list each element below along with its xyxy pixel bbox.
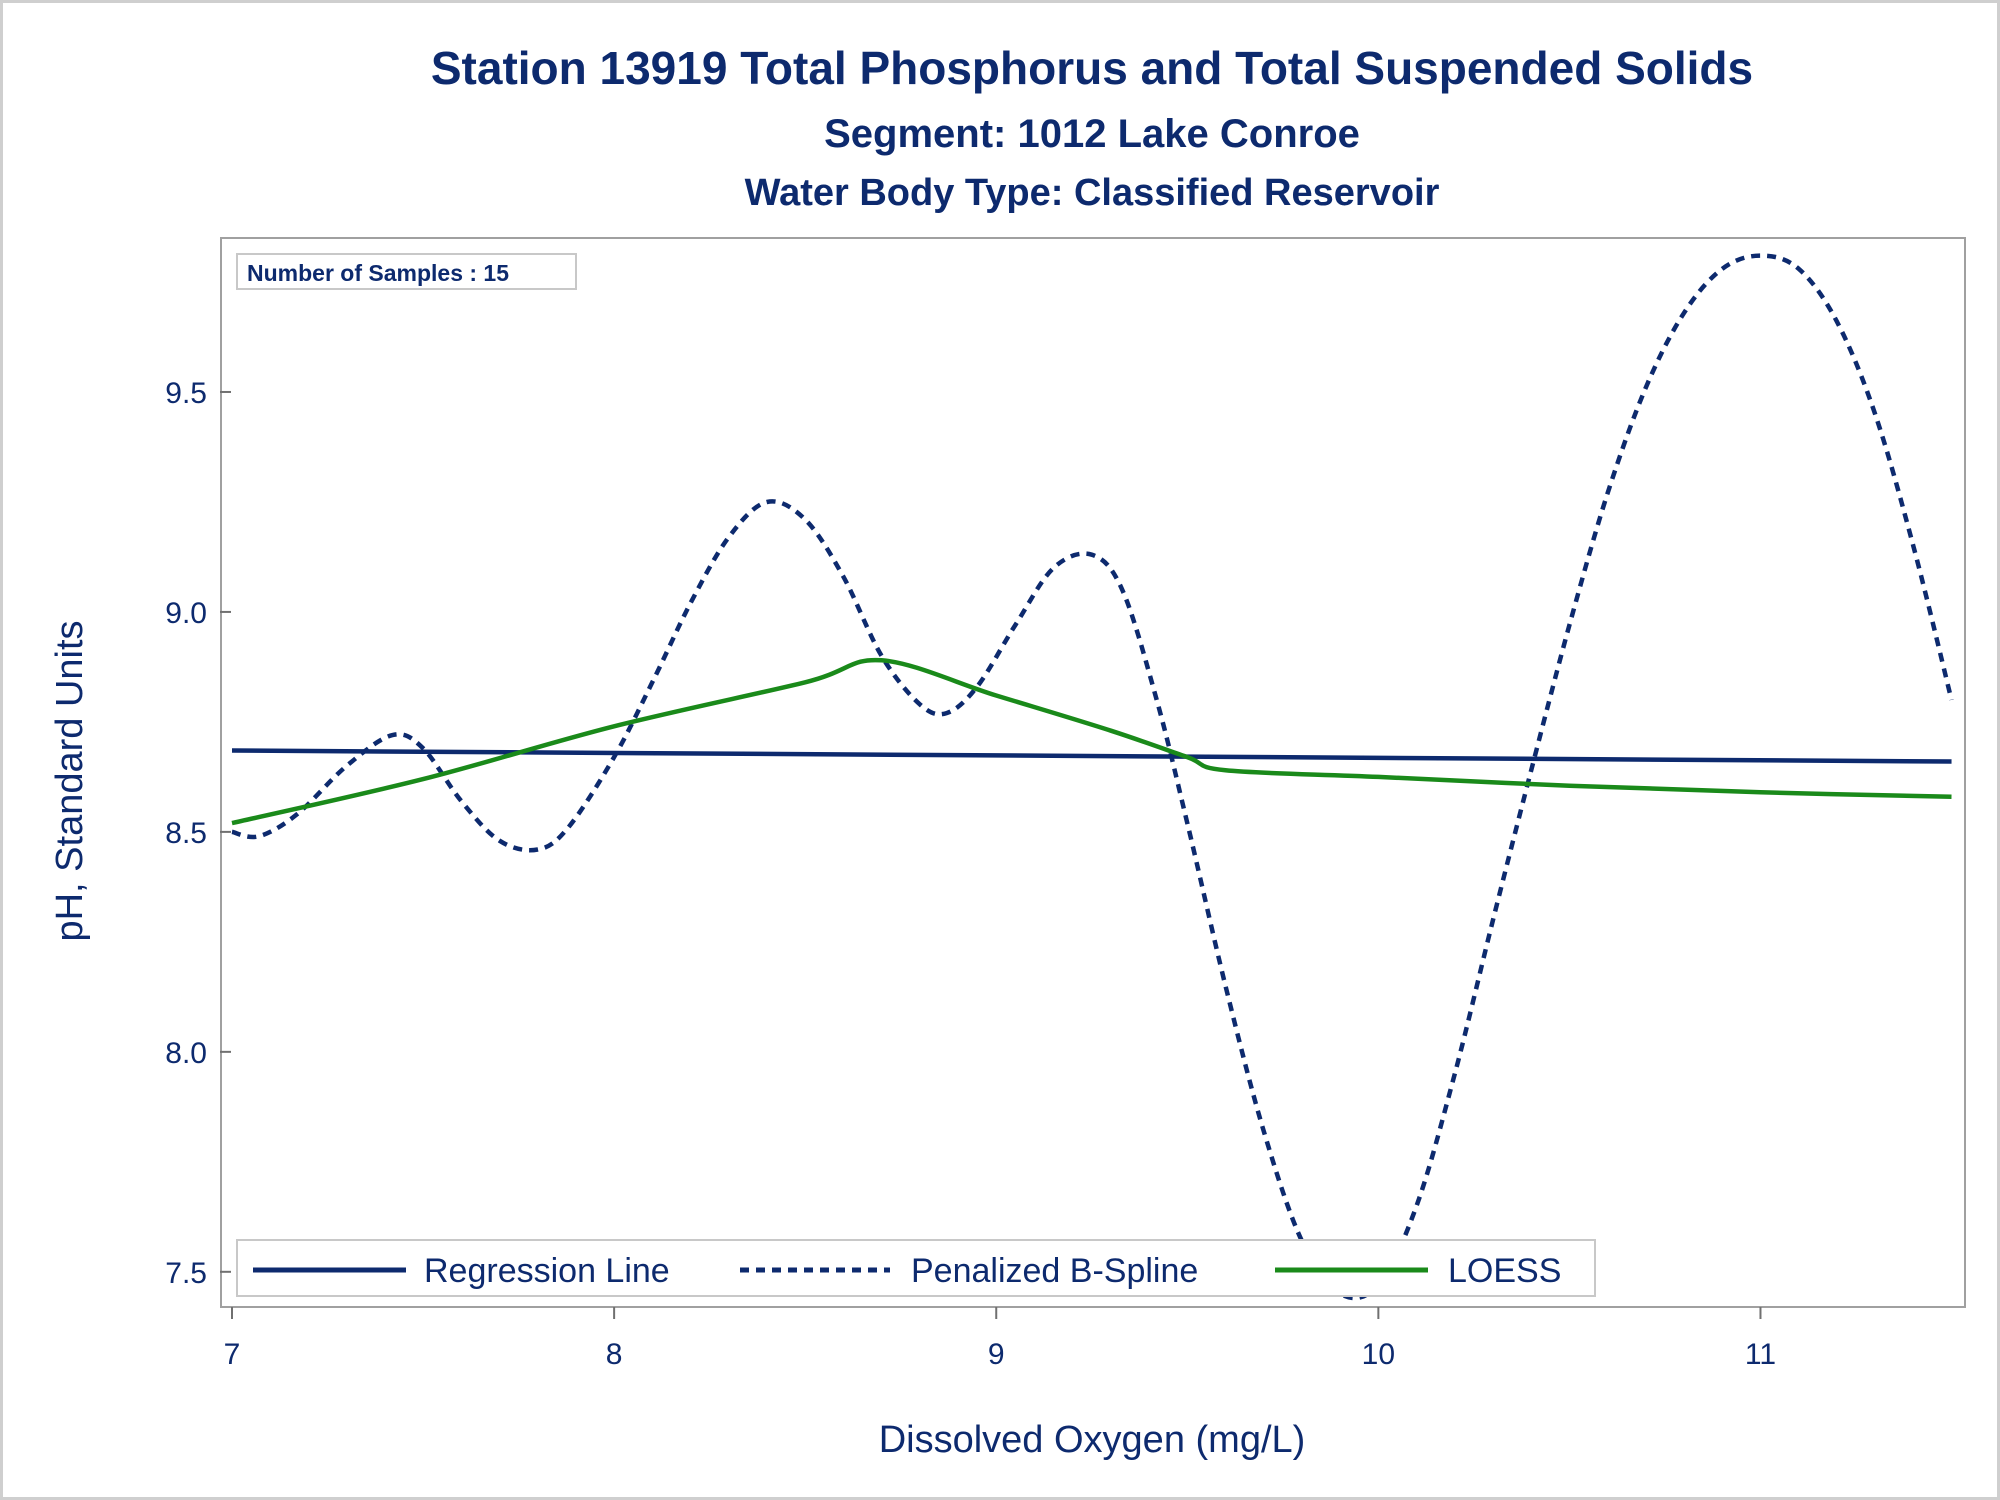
sample-count-label: Number of Samples : 15 (247, 260, 509, 286)
legend: Regression Line Penalized B-Spline LOESS (236, 1239, 1596, 1297)
sample-count-box (236, 253, 577, 290)
x-tick-label: 9 (988, 1338, 1005, 1371)
y-tick-label: 9.0 (165, 597, 207, 630)
y-tick-label: 7.5 (165, 1257, 207, 1290)
x-tick-label: 7 (224, 1338, 241, 1371)
legend-label-1: Regression Line (424, 1252, 670, 1290)
y-tick-label: 9.5 (165, 377, 207, 410)
chart-title: Station 13919 Total Phosphorus and Total… (431, 42, 1753, 94)
y-tick-label: 8.5 (165, 817, 207, 850)
plot-area (220, 237, 1966, 1308)
legend-label-2: Penalized B-Spline (911, 1252, 1198, 1290)
legend-label-3: LOESS (1448, 1252, 1561, 1290)
x-tick-label: 10 (1362, 1338, 1395, 1371)
x-axis: 7 8 9 10 11 (224, 1307, 1776, 1371)
series-line-3 (231, 657, 1952, 826)
x-tick-label: 8 (606, 1338, 623, 1371)
chart-subtitle: Segment: 1012 Lake Conroe (824, 112, 1360, 156)
y-axis-title: pH, Standard Units (49, 620, 91, 941)
y-tick-label: 8.0 (165, 1037, 207, 1070)
chart-subtitle-2: Water Body Type: Classified Reservoir (745, 172, 1440, 214)
series-group (231, 253, 1954, 1301)
x-axis-title: Dissolved Oxygen (mg/L) (879, 1419, 1306, 1461)
series-line-2 (231, 253, 1954, 1301)
y-axis: 7.5 8.0 8.5 9.0 9.5 (165, 377, 231, 1290)
x-tick-label: 11 (1745, 1338, 1776, 1371)
